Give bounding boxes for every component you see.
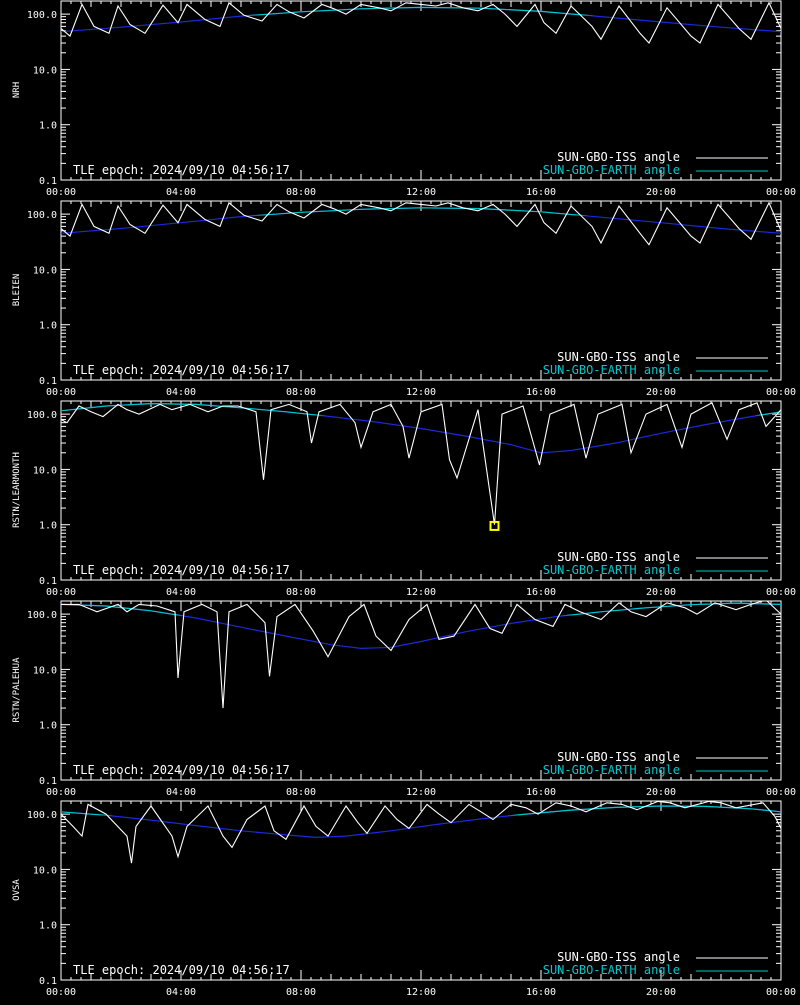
earth-high-group xyxy=(250,207,588,216)
legend-earth-label: SUN-GBO-EARTH angle xyxy=(543,363,680,377)
x-tick-label: 00:00 xyxy=(766,187,796,198)
y-tick-label: 10.0 xyxy=(33,265,57,276)
y-tick-label: 100.0 xyxy=(27,410,57,421)
legend-earth-label: SUN-GBO-EARTH angle xyxy=(543,163,680,177)
series-iss-angle-line xyxy=(61,402,781,525)
x-tick-label: 12:00 xyxy=(406,187,436,198)
x-tick-label: 16:00 xyxy=(526,987,556,998)
epoch-label: TLE epoch: 2024/09/10 04:56:17 xyxy=(73,563,290,577)
y-tick-label: 10.0 xyxy=(33,465,57,476)
y-axis-label: RSTN/LEARMONTH xyxy=(12,452,22,528)
x-tick-label: 16:00 xyxy=(526,187,556,198)
minimum-marker xyxy=(489,520,500,531)
series-earth-angle-line-high xyxy=(61,402,781,416)
y-tick-label: 0.1 xyxy=(39,176,57,187)
y-tick-label: 0.1 xyxy=(39,776,57,787)
x-tick-label: 04:00 xyxy=(166,187,196,198)
chart-panel-2: 0.1 1.0 10.0 100.0 00:00 04:00 08:00 12:00 16:00… xyxy=(12,400,796,598)
x-tick-label: 00:00 xyxy=(766,587,796,598)
x-tick-label: 20:00 xyxy=(646,587,676,598)
series-iss-angle-line xyxy=(61,801,781,864)
x-tick-label: 00:00 xyxy=(46,987,76,998)
y-tick-label: 10.0 xyxy=(33,865,57,876)
x-tick-label: 00:00 xyxy=(766,387,796,398)
y-tick-label: 10.0 xyxy=(33,665,57,676)
x-tick-label: 04:00 xyxy=(166,787,196,798)
legend-earth-label: SUN-GBO-EARTH angle xyxy=(543,763,680,777)
x-tick-label: 12:00 xyxy=(406,987,436,998)
chart-panel-0: 0.1 1.0 10.0 100.0 00:00 04:00 08:00 12:00 16:00… xyxy=(12,0,796,198)
x-tick-label: 08:00 xyxy=(286,987,316,998)
x-tick-label: 00:00 xyxy=(46,587,76,598)
x-tick-label: 08:00 xyxy=(286,387,316,398)
chart-panel-3: 0.1 1.0 10.0 100.0 00:00 04:00 08:00 12:00 16:00… xyxy=(12,600,796,798)
y-tick-label: 0.1 xyxy=(39,976,57,987)
y-axis-label: BLEIEN xyxy=(12,274,22,307)
x-tick-label: 00:00 xyxy=(46,187,76,198)
y-tick-label: 0.1 xyxy=(39,376,57,387)
chart-panel-4: 0.1 1.0 10.0 100.0 00:00 04:00 08:00 12:00 16:00… xyxy=(12,800,796,998)
legend-earth-label: SUN-GBO-EARTH angle xyxy=(543,963,680,977)
x-tick-label: 16:00 xyxy=(526,587,556,598)
chart-panel-1: 0.1 1.0 10.0 100.0 00:00 04:00 08:00 12:00 16:00… xyxy=(12,200,796,398)
x-tick-label: 16:00 xyxy=(526,387,556,398)
epoch-label: TLE epoch: 2024/09/10 04:56:17 xyxy=(73,763,290,777)
x-tick-label: 08:00 xyxy=(286,787,316,798)
y-tick-label: 100.0 xyxy=(27,10,57,21)
x-tick-label: 04:00 xyxy=(166,587,196,598)
legend-iss-label: SUN-GBO-ISS angle xyxy=(557,150,680,164)
series-earth-angle-line-high xyxy=(250,207,588,216)
y-axis-label: RSTN/PALEHUA xyxy=(12,657,22,723)
legend-iss-label: SUN-GBO-ISS angle xyxy=(557,550,680,564)
x-tick-label: 12:00 xyxy=(406,587,436,598)
y-tick-label: 1.0 xyxy=(39,321,57,332)
y-axis-label: OVSA xyxy=(12,879,22,901)
y-tick-label: 100.0 xyxy=(27,610,57,621)
series-earth-angle-line-high xyxy=(61,602,781,616)
series-earth-angle-line-high xyxy=(61,805,781,816)
x-tick-label: 20:00 xyxy=(646,987,676,998)
y-tick-label: 1.0 xyxy=(39,121,57,132)
x-tick-label: 20:00 xyxy=(646,187,676,198)
x-tick-label: 00:00 xyxy=(766,787,796,798)
y-tick-label: 1.0 xyxy=(39,521,57,532)
y-tick-label: 10.0 xyxy=(33,65,57,76)
x-tick-label: 00:00 xyxy=(766,987,796,998)
epoch-label: TLE epoch: 2024/09/10 04:56:17 xyxy=(73,363,290,377)
x-tick-label: 12:00 xyxy=(406,787,436,798)
legend-iss-label: SUN-GBO-ISS angle xyxy=(557,950,680,964)
x-tick-label: 08:00 xyxy=(286,587,316,598)
earth-high-group xyxy=(61,402,781,416)
x-tick-label: 04:00 xyxy=(166,387,196,398)
series-earth-angle-line-high xyxy=(243,6,594,16)
x-tick-label: 16:00 xyxy=(526,787,556,798)
earth-high-group xyxy=(243,6,594,16)
y-tick-label: 1.0 xyxy=(39,721,57,732)
y-tick-label: 100.0 xyxy=(27,210,57,221)
series-iss-angle-line xyxy=(61,201,781,246)
x-tick-label: 20:00 xyxy=(646,387,676,398)
earth-high-group xyxy=(61,602,781,616)
epoch-label: TLE epoch: 2024/09/10 04:56:17 xyxy=(73,163,290,177)
y-tick-label: 100.0 xyxy=(27,810,57,821)
x-tick-label: 08:00 xyxy=(286,187,316,198)
x-tick-label: 00:00 xyxy=(46,387,76,398)
y-tick-label: 1.0 xyxy=(39,921,57,932)
epoch-label: TLE epoch: 2024/09/10 04:56:17 xyxy=(73,963,290,977)
series-iss-angle-line xyxy=(61,1,781,44)
x-tick-label: 04:00 xyxy=(166,987,196,998)
x-tick-label: 00:00 xyxy=(46,787,76,798)
y-tick-label: 0.1 xyxy=(39,576,57,587)
legend-iss-label: SUN-GBO-ISS angle xyxy=(557,350,680,364)
legend-iss-label: SUN-GBO-ISS angle xyxy=(557,750,680,764)
x-tick-label: 12:00 xyxy=(406,387,436,398)
series-iss-angle-line xyxy=(61,601,781,709)
legend-earth-label: SUN-GBO-EARTH angle xyxy=(543,563,680,577)
x-tick-label: 20:00 xyxy=(646,787,676,798)
y-axis-label: NRH xyxy=(12,82,22,98)
series-earth-angle-line xyxy=(61,6,781,33)
earth-high-group xyxy=(61,805,781,816)
